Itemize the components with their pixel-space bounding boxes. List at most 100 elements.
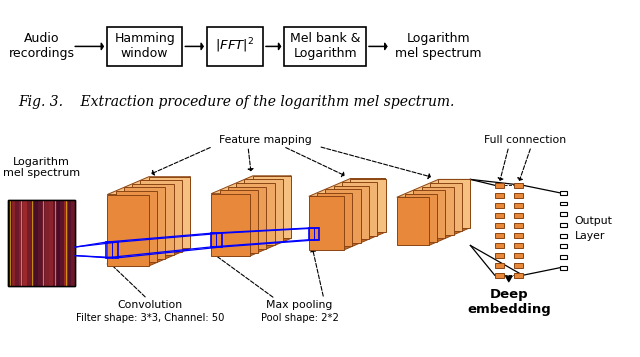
Bar xyxy=(560,223,567,227)
Text: Max pooling: Max pooling xyxy=(266,300,333,310)
Bar xyxy=(8,200,76,286)
Bar xyxy=(72,200,76,286)
Bar xyxy=(514,243,523,248)
Bar xyxy=(397,197,429,246)
Text: Hamming
window: Hamming window xyxy=(115,32,175,60)
Bar xyxy=(514,213,523,218)
Text: Full connection: Full connection xyxy=(484,135,566,145)
Bar xyxy=(560,244,567,248)
Bar xyxy=(405,193,437,242)
Bar xyxy=(514,223,523,228)
Bar xyxy=(116,191,157,262)
Bar xyxy=(438,180,470,228)
Bar xyxy=(211,193,250,256)
Bar xyxy=(149,177,191,248)
Bar xyxy=(284,27,366,66)
Bar xyxy=(23,200,27,286)
Text: Convolution: Convolution xyxy=(118,300,183,310)
Text: Mel bank &
Logarithm: Mel bank & Logarithm xyxy=(290,32,360,60)
Bar xyxy=(514,263,523,268)
Polygon shape xyxy=(211,176,291,193)
Bar xyxy=(244,180,283,242)
Text: Feature mapping: Feature mapping xyxy=(220,135,312,145)
Bar xyxy=(38,200,42,286)
Bar xyxy=(19,200,23,286)
Bar xyxy=(49,200,52,286)
Bar xyxy=(236,183,275,246)
Bar xyxy=(108,195,149,266)
Bar xyxy=(309,196,344,250)
Bar xyxy=(220,190,258,253)
Bar xyxy=(31,200,34,286)
Text: Logarithm
mel spectrum: Logarithm mel spectrum xyxy=(3,157,80,178)
Text: Audio
recordings: Audio recordings xyxy=(8,32,75,60)
Bar xyxy=(207,27,263,66)
Bar xyxy=(495,243,504,248)
Bar xyxy=(495,213,504,218)
Bar xyxy=(495,263,504,268)
Bar xyxy=(8,200,12,286)
Bar xyxy=(514,183,523,188)
Bar xyxy=(495,193,504,198)
Bar xyxy=(342,182,378,236)
Text: Pool shape: 2*2: Pool shape: 2*2 xyxy=(260,313,339,323)
Bar xyxy=(422,186,454,235)
Polygon shape xyxy=(108,177,191,195)
Bar xyxy=(495,223,504,228)
Bar xyxy=(560,201,567,205)
Bar xyxy=(211,233,221,247)
Bar xyxy=(495,183,504,188)
Bar xyxy=(514,203,523,208)
Bar xyxy=(495,273,504,278)
Bar xyxy=(309,228,319,240)
Text: Output: Output xyxy=(575,216,612,226)
Bar xyxy=(413,190,445,238)
Bar xyxy=(42,200,45,286)
Bar xyxy=(52,200,56,286)
Polygon shape xyxy=(397,180,470,197)
Bar xyxy=(68,200,72,286)
Bar xyxy=(430,183,462,231)
Bar xyxy=(8,200,76,286)
Bar xyxy=(27,200,31,286)
Text: Layer: Layer xyxy=(575,231,605,241)
Bar xyxy=(8,200,76,286)
Text: Logarithm
mel spectrum: Logarithm mel spectrum xyxy=(395,32,482,60)
Text: Filter shape: 3*3, Channel: 50: Filter shape: 3*3, Channel: 50 xyxy=(76,313,225,323)
Bar xyxy=(56,200,60,286)
Bar xyxy=(132,184,174,255)
Bar xyxy=(514,233,523,238)
Bar xyxy=(495,203,504,208)
Bar xyxy=(560,255,567,259)
Bar xyxy=(253,176,291,238)
Polygon shape xyxy=(429,180,470,246)
Bar xyxy=(317,193,352,246)
Bar xyxy=(124,187,165,259)
Bar xyxy=(334,186,369,239)
Bar xyxy=(60,200,64,286)
Text: $|FFT|^2$: $|FFT|^2$ xyxy=(215,36,255,55)
Bar xyxy=(106,242,118,258)
Polygon shape xyxy=(250,176,291,256)
Bar xyxy=(64,200,68,286)
Bar xyxy=(34,200,38,286)
Bar xyxy=(514,273,523,278)
Polygon shape xyxy=(344,178,385,250)
Polygon shape xyxy=(309,178,385,196)
Bar xyxy=(514,193,523,198)
Bar xyxy=(514,253,523,258)
Bar xyxy=(560,234,567,238)
Text: Deep
embedding: Deep embedding xyxy=(467,288,550,316)
Bar xyxy=(15,200,19,286)
Bar xyxy=(12,200,15,286)
Bar xyxy=(45,200,49,286)
Bar xyxy=(107,27,182,66)
Bar xyxy=(228,187,266,249)
Text: Fig. 3.    Extraction procedure of the logarithm mel spectrum.: Fig. 3. Extraction procedure of the loga… xyxy=(19,95,455,109)
Bar xyxy=(325,189,361,243)
Bar xyxy=(495,233,504,238)
Bar xyxy=(560,212,567,216)
Bar xyxy=(351,178,385,232)
Bar xyxy=(495,253,504,258)
Bar xyxy=(141,180,182,252)
